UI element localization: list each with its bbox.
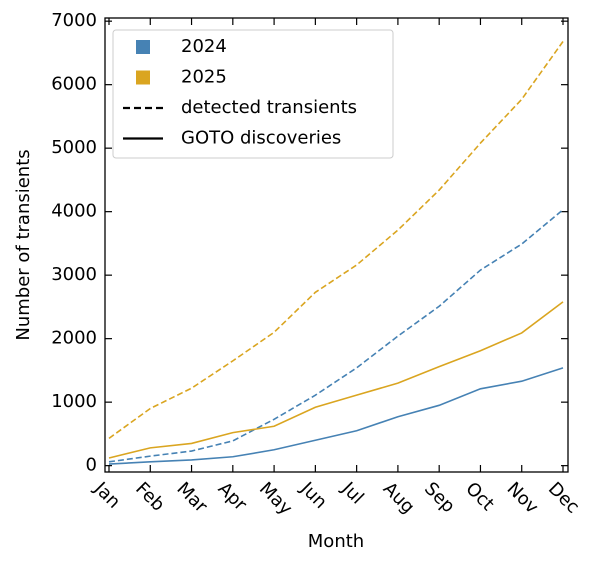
- y-tick-label: 0: [86, 455, 97, 476]
- legend-label: detected transients: [181, 97, 357, 118]
- y-tick-label: 1000: [51, 391, 97, 412]
- x-tick-label: Nov: [503, 478, 543, 518]
- y-tick-label: 5000: [51, 137, 97, 158]
- y-tick-label: 3000: [51, 264, 97, 285]
- legend-box: [112, 29, 394, 159]
- plot-frame: [104, 17, 569, 473]
- x-tick-label: Dec: [544, 478, 583, 517]
- legend-label: 2025: [181, 67, 227, 88]
- line-series: [108, 367, 564, 465]
- y-tick-label: 6000: [51, 74, 97, 95]
- legend-marker: [136, 40, 150, 54]
- x-tick-label: Jan: [89, 478, 124, 513]
- x-tick-label: Sep: [420, 478, 459, 517]
- legend-marker: [136, 70, 150, 85]
- x-tick-label: Apr: [214, 478, 251, 515]
- line-series: [108, 301, 564, 459]
- y-axis-label: Number of transients: [13, 149, 34, 340]
- legend-label: 2024: [181, 36, 227, 57]
- line-series: [108, 209, 564, 463]
- line-series: [108, 41, 564, 439]
- legend-label: GOTO discoveries: [181, 128, 341, 149]
- x-tick-label: Feb: [131, 478, 168, 515]
- x-tick-label: Aug: [379, 478, 419, 518]
- x-tick-label: Jul: [337, 478, 368, 509]
- y-tick-label: 4000: [51, 201, 97, 222]
- x-axis-label: Month: [308, 531, 364, 552]
- x-tick-label: Jun: [296, 478, 331, 513]
- y-tick-label: 2000: [51, 328, 97, 349]
- x-tick-label: May: [255, 478, 296, 519]
- x-tick-label: Oct: [461, 478, 498, 515]
- y-tick-label: 7000: [51, 10, 97, 31]
- x-tick-label: Mar: [172, 478, 211, 517]
